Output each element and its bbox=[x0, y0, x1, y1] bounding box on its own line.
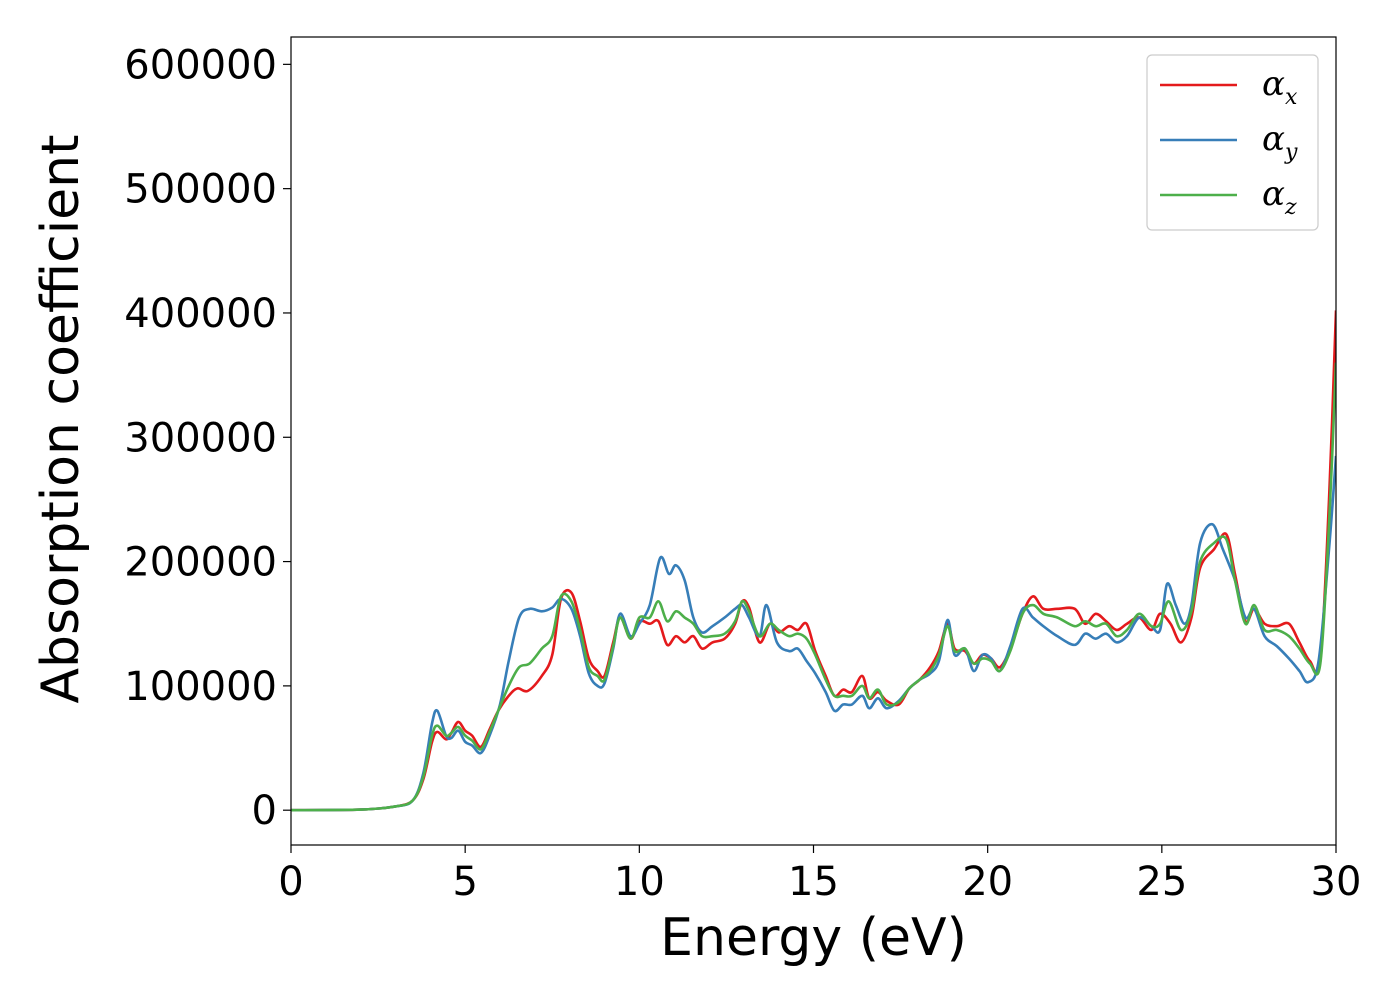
legend-box bbox=[1146, 54, 1319, 231]
y-tick-label: 600000 bbox=[124, 42, 277, 88]
y-axis-title: Absorption coefficient bbox=[31, 134, 91, 703]
x-axis-ticks: 0 5 10 15 20 25 30 bbox=[278, 845, 1361, 905]
y-tick-label: 0 bbox=[252, 788, 277, 834]
x-tick-label: 0 bbox=[278, 859, 303, 905]
series-line-alpha-z bbox=[291, 362, 1336, 812]
y-tick-label: 500000 bbox=[124, 167, 277, 213]
y-tick-label: 100000 bbox=[124, 664, 277, 710]
x-axis-title: Energy (eV) bbox=[660, 908, 967, 968]
y-axis-ticks: 0 100000 200000 300000 400000 500000 600000 bbox=[124, 42, 291, 834]
y-tick-label: 200000 bbox=[124, 540, 277, 586]
y-tick-label: 400000 bbox=[124, 291, 277, 337]
legend-label-alpha-y: αy bbox=[1262, 119, 1298, 165]
x-tick-label: 25 bbox=[1136, 859, 1187, 905]
x-tick-label: 10 bbox=[614, 859, 665, 905]
y-tick-label: 300000 bbox=[124, 415, 277, 461]
x-tick-label: 20 bbox=[962, 859, 1013, 905]
x-tick-label: 5 bbox=[452, 859, 477, 905]
x-tick-label: 30 bbox=[1311, 859, 1362, 905]
x-tick-label: 15 bbox=[788, 859, 839, 905]
series-line-alpha-y bbox=[291, 455, 1336, 812]
series-layer bbox=[291, 310, 1336, 812]
legend-label-alpha-x: αx bbox=[1262, 64, 1298, 110]
